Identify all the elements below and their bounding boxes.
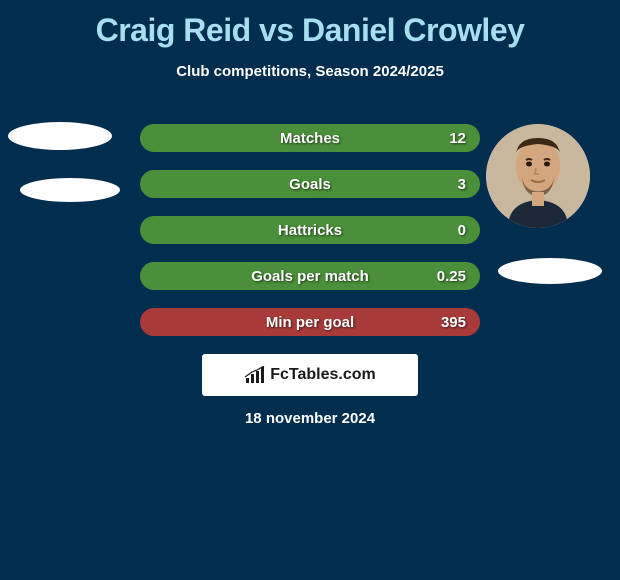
decorative-ellipse (8, 122, 112, 150)
stat-label: Goals per match (251, 268, 369, 285)
stat-value: 395 (441, 314, 466, 331)
stat-bar-matches: Matches 12 (140, 124, 480, 152)
stat-bar-hattricks: Hattricks 0 (140, 216, 480, 244)
stat-bar-min-per-goal: Min per goal 395 (140, 308, 480, 336)
footer-date: 18 november 2024 (245, 410, 375, 427)
stat-value: 0.25 (437, 268, 466, 285)
stat-label: Goals (289, 176, 331, 193)
chart-icon (244, 366, 266, 384)
decorative-ellipse (498, 258, 602, 284)
stat-bar-goals-per-match: Goals per match 0.25 (140, 262, 480, 290)
stats-container: Matches 12 Goals 3 Hattricks 0 Goals per… (140, 124, 480, 354)
stat-value: 12 (449, 130, 466, 147)
decorative-ellipse (20, 178, 120, 202)
player-right-avatar (486, 124, 590, 228)
stat-label: Hattricks (278, 222, 342, 239)
subtitle: Club competitions, Season 2024/2025 (0, 63, 620, 80)
footer-brand-badge: FcTables.com (202, 354, 418, 396)
stat-label: Matches (280, 130, 340, 147)
page-title: Craig Reid vs Daniel Crowley (0, 0, 620, 49)
stat-label: Min per goal (266, 314, 354, 331)
footer-brand-text: FcTables.com (270, 366, 376, 384)
stat-bar-goals: Goals 3 (140, 170, 480, 198)
stat-value: 0 (458, 222, 466, 239)
stat-value: 3 (458, 176, 466, 193)
